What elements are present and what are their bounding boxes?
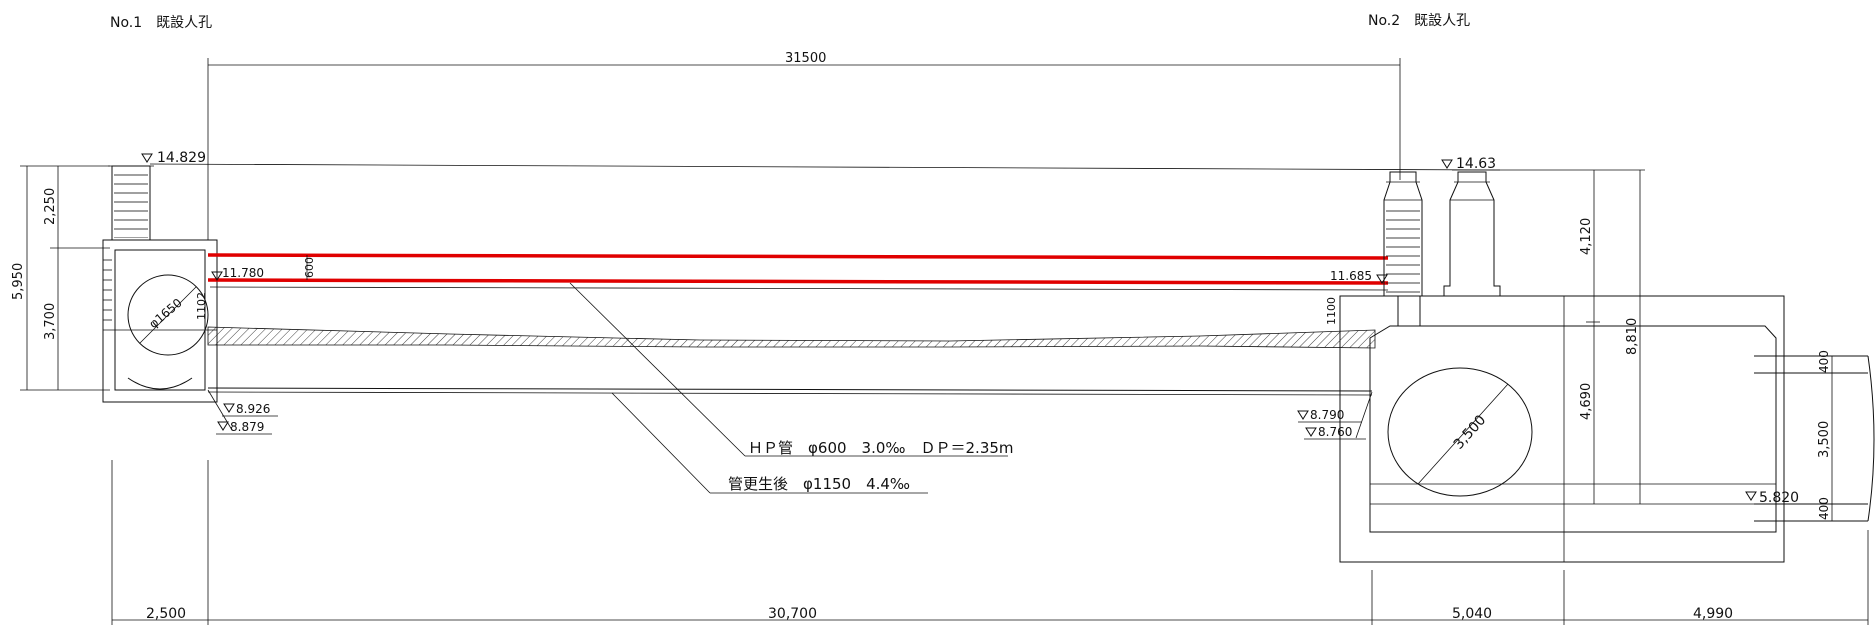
- mh1-height-dimensions: 5,950 2,250 3,700: [11, 165, 110, 391]
- right-side-dimensions: 400 3,500 400: [1817, 350, 1833, 521]
- left-bottom-2: 8.879: [230, 420, 264, 434]
- renewed-pipe-note: 管更生後 φ1150 4.4‰: [728, 475, 910, 493]
- bottom-left-dim: 2,500: [146, 606, 186, 622]
- right-bottom-1: 8.790: [1310, 408, 1344, 422]
- renewed-pipe-red: 600: [207, 253, 1389, 291]
- right-mid-dim: 3,500: [1817, 421, 1832, 458]
- bottom-r2-dim: 4,990: [1693, 606, 1733, 622]
- mh2-height-dimensions: 4,120 4,690 8,810: [1579, 170, 1641, 504]
- mh1-diameter-text: φ1650: [146, 296, 184, 331]
- mh2-total-height: 8,810: [1625, 318, 1640, 355]
- pipe-1102-text: 1102: [195, 292, 208, 320]
- mh2-diameter-text: 3,500: [1451, 412, 1490, 453]
- ground-elevation-right: 14.63: [1441, 156, 1645, 172]
- left-bottom-1: 8.926: [236, 402, 270, 416]
- bottom-mid-dim: 30,700: [768, 606, 817, 622]
- pipe-600-text: 600: [303, 257, 316, 278]
- invert-elevations-top: 11.780 11.685 1102 1100: [195, 266, 1388, 325]
- right-low-text: 5.820: [1759, 490, 1799, 506]
- mh1-total-height: 5,950: [11, 263, 26, 300]
- top-span-dimension: 31500: [207, 51, 1401, 240]
- left-bottom-elevations: 8.926 8.879: [207, 389, 278, 435]
- right-bottom-elevations: 8.790 8.760: [1297, 391, 1373, 440]
- bottom-dimensions: 2,500 30,700 5,040 4,990: [111, 460, 1869, 625]
- right-low-elevation: 5.820: [1745, 490, 1799, 506]
- mh1-lower-height: 3,700: [43, 303, 58, 340]
- right-bottom-dim: 400: [1817, 497, 1831, 520]
- pipe-1100-text: 1100: [1325, 297, 1338, 325]
- hp-pipe-note: ＨＰ管 φ600 3.0‰ ＤＰ＝2.35m: [748, 439, 1014, 457]
- manhole-no2-label: No.2 既設人孔: [1368, 13, 1470, 29]
- mh1-upper-height: 2,250: [43, 188, 58, 225]
- ground-left-text: 14.829: [157, 150, 206, 166]
- manhole-no1: φ1650: [102, 165, 218, 403]
- mh2-upper-height: 4,120: [1579, 218, 1594, 255]
- ground-right-text: 14.63: [1456, 156, 1496, 172]
- pipe-notes: ＨＰ管 φ600 3.0‰ ＤＰ＝2.35m 管更生後 φ1150 4.4‰: [569, 282, 1014, 494]
- bottom-r1-dim: 5,040: [1452, 606, 1492, 622]
- top-span-text: 31500: [785, 51, 826, 66]
- mh2-lower-height: 4,690: [1579, 383, 1594, 420]
- existing-pipe-hatched: [207, 326, 1376, 396]
- right-bottom-2: 8.760: [1318, 425, 1352, 439]
- invert-left-text: 11.780: [222, 266, 264, 280]
- right-top-dim: 400: [1817, 350, 1831, 373]
- manhole-no1-label: No.1 既設人孔: [110, 15, 212, 31]
- ground-elevation-left: 14.829: [141, 150, 1501, 171]
- invert-right-text: 11.685: [1330, 269, 1372, 283]
